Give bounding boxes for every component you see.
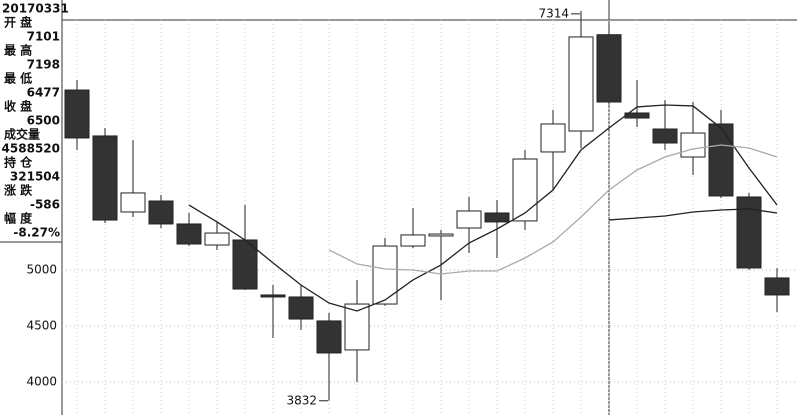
panel-date: 20170331: [2, 2, 69, 16]
candle-body: [652, 128, 678, 144]
panel-label: 涨 跌: [4, 183, 33, 198]
panel-label: 最 低: [4, 71, 32, 86]
candle-body: [400, 234, 426, 247]
panel-value: 321504: [10, 170, 60, 184]
panel-label: 最 高: [4, 43, 32, 58]
candle-body: [232, 239, 258, 290]
candle-body: [344, 303, 370, 351]
candle-body: [64, 89, 90, 139]
high-annotation: 7314: [538, 6, 569, 20]
candle-body: [204, 232, 230, 246]
candle-body: [176, 223, 202, 245]
panel-label: 开 盘: [4, 15, 32, 30]
candle-body: [288, 296, 314, 320]
candle-body: [540, 123, 566, 153]
candle-body: [428, 233, 454, 237]
y-tick-label: 5000: [26, 262, 57, 276]
candle-body: [568, 36, 594, 132]
panel-label: 收 盘: [4, 99, 32, 114]
candle-body: [512, 158, 538, 222]
candle-body: [708, 123, 734, 197]
candle-body: [120, 192, 146, 213]
low-annotation: 3832: [286, 393, 317, 407]
panel-label: 成交量: [4, 127, 40, 142]
candle-body: [596, 34, 622, 103]
panel-label: 幅 度: [4, 211, 33, 226]
panel-value: 7198: [27, 58, 60, 72]
panel-label: 持 仓: [4, 155, 33, 170]
panel-value: 7101: [27, 30, 60, 44]
y-tick-label: 4500: [26, 318, 57, 332]
candle-body: [260, 294, 286, 298]
candle-body: [148, 200, 174, 225]
y-tick-label: 4000: [26, 374, 57, 388]
panel-value: 6477: [27, 86, 60, 100]
candle-body: [680, 132, 706, 158]
panel-value: -8.27%: [13, 226, 60, 240]
panel-value: 4588520: [2, 142, 60, 156]
candle-body: [316, 320, 342, 354]
ma-line: [188, 104, 778, 312]
panel-value: -586: [30, 198, 60, 212]
ma-line: [328, 144, 778, 275]
candle-body: [456, 210, 482, 229]
candle-body: [764, 277, 790, 296]
candle-body: [736, 196, 762, 269]
candle-body: [372, 245, 398, 305]
candle-body: [484, 212, 510, 223]
panel-value: 6500: [27, 114, 60, 128]
candle-body: [92, 135, 118, 221]
ma-line: [608, 208, 778, 221]
